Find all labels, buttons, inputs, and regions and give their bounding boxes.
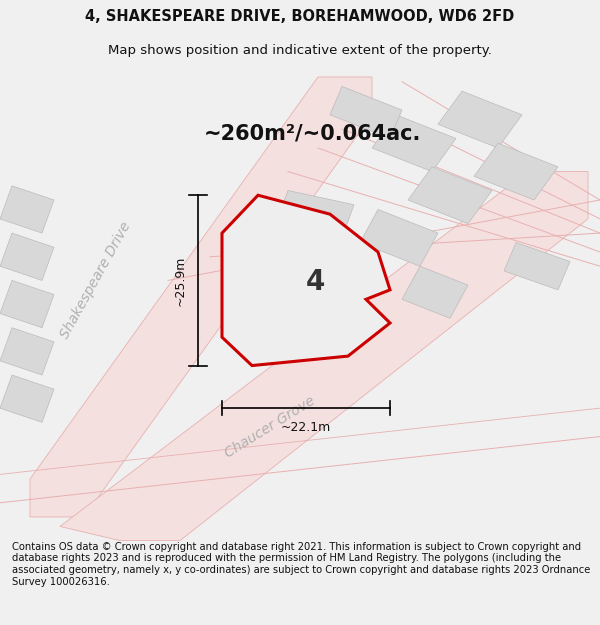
Polygon shape <box>30 77 372 517</box>
Polygon shape <box>408 167 492 224</box>
Polygon shape <box>60 172 588 541</box>
Polygon shape <box>360 209 438 266</box>
Polygon shape <box>222 195 390 366</box>
Polygon shape <box>504 242 570 290</box>
Polygon shape <box>0 328 54 375</box>
Text: 4: 4 <box>306 268 325 296</box>
Polygon shape <box>0 186 54 233</box>
Text: ~22.1m: ~22.1m <box>281 421 331 434</box>
Text: 4, SHAKESPEARE DRIVE, BOREHAMWOOD, WD6 2FD: 4, SHAKESPEARE DRIVE, BOREHAMWOOD, WD6 2… <box>85 9 515 24</box>
Polygon shape <box>276 191 354 238</box>
Polygon shape <box>474 143 558 200</box>
Text: Map shows position and indicative extent of the property.: Map shows position and indicative extent… <box>108 44 492 57</box>
Polygon shape <box>0 375 54 423</box>
Text: Contains OS data © Crown copyright and database right 2021. This information is : Contains OS data © Crown copyright and d… <box>12 542 590 587</box>
Polygon shape <box>402 266 468 318</box>
Text: Shakespeare Drive: Shakespeare Drive <box>58 219 134 341</box>
Polygon shape <box>438 91 522 148</box>
Polygon shape <box>330 86 402 139</box>
Text: Chaucer Grove: Chaucer Grove <box>222 394 318 461</box>
Text: ~260m²/~0.064ac.: ~260m²/~0.064ac. <box>203 124 421 144</box>
Text: ~25.9m: ~25.9m <box>173 255 187 306</box>
Polygon shape <box>372 115 456 172</box>
Polygon shape <box>0 281 54 328</box>
Polygon shape <box>0 233 54 281</box>
